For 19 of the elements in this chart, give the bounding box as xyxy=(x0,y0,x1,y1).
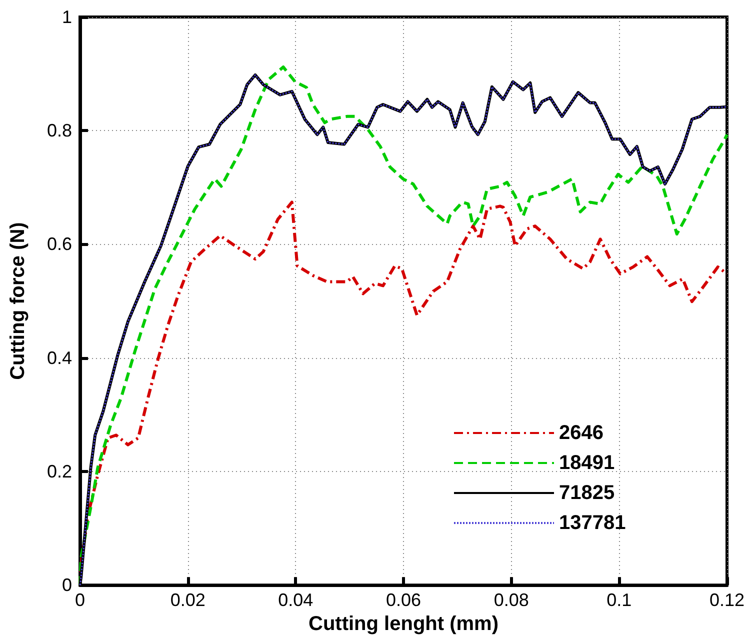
y-tick-label: 0.8 xyxy=(46,120,72,141)
legend-label: 137781 xyxy=(559,512,626,534)
legend-label: 71825 xyxy=(559,482,615,504)
y-tick-label: 0.4 xyxy=(46,348,72,368)
x-tick-label: 0.1 xyxy=(606,590,632,610)
legend-label: 18491 xyxy=(559,452,615,474)
legend-label: 2646 xyxy=(559,422,604,444)
x-tick-label: 0.02 xyxy=(170,590,206,610)
x-tick-label: 0.08 xyxy=(494,590,529,610)
x-tick-label: 0.12 xyxy=(709,590,745,610)
y-tick-label: 0 xyxy=(62,575,72,596)
x-tick-label: 0 xyxy=(74,590,86,610)
x-tick-label: 0.04 xyxy=(278,590,314,610)
y-tick-label: 0.2 xyxy=(46,461,72,482)
y-tick-label: 0.6 xyxy=(46,234,72,254)
x-axis-title: Cutting lenght (mm) xyxy=(308,613,498,635)
y-axis-title: Cutting force (N) xyxy=(7,222,29,380)
y-tick-label: 1 xyxy=(62,7,72,27)
x-tick-label: 0.06 xyxy=(386,590,422,610)
